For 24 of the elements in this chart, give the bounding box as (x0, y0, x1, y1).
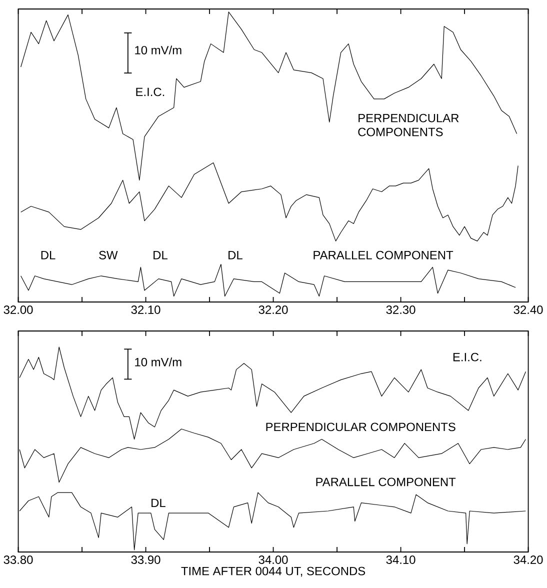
annotation: DL (42, 251, 56, 260)
x-tick-label: 33.80 (4, 556, 33, 564)
annotation: E.I.C. (454, 352, 482, 362)
annotation: 10 mV/m (135, 46, 182, 54)
annotation: PARALLEL COMPONENT (314, 250, 454, 260)
annotation: PERPENDICULAR COMPONENTS (266, 422, 456, 432)
x-tick-label: 32.30 (386, 306, 416, 314)
x-tick-label: 34.00 (258, 556, 288, 564)
x-tick-label: 34.20 (514, 556, 543, 564)
annotation: DL (152, 498, 166, 508)
annotation: E.I.C. (136, 88, 164, 96)
x-tick-label: 34.10 (386, 556, 416, 564)
annotation: SW (99, 250, 118, 260)
x-tick-label: 32.20 (258, 306, 288, 314)
x-axis-title: TIME AFTER 0044 UT, SECONDS (181, 566, 366, 577)
annotation: DL (228, 251, 243, 260)
annotation: PERPENDICULAR COMPONENTS (358, 114, 459, 136)
annotation: DL (154, 251, 168, 260)
x-tick-label: 32.00 (4, 306, 33, 314)
annotation: PARALLEL COMPONENT (316, 478, 456, 486)
x-tick-label: 32.40 (514, 306, 543, 314)
annotation: 10 mV/m (135, 358, 182, 366)
x-tick-label: 33.90 (131, 556, 160, 564)
x-tick-label: 32.10 (131, 306, 160, 314)
